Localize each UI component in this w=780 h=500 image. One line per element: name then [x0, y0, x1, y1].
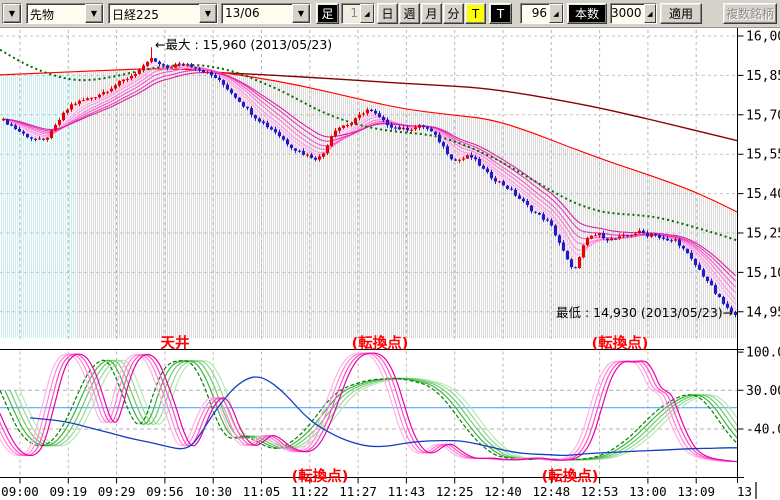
- x-axis-label: 11:22: [291, 484, 329, 499]
- y-axis-label: 15,400: [746, 187, 780, 202]
- oscillator-axis-label: 100.00: [746, 346, 780, 361]
- x-axis-label: 13: [737, 484, 752, 499]
- y-axis-label: 15,250: [746, 227, 780, 242]
- contract-month-combobox[interactable]: 13/06 ▼: [221, 3, 311, 24]
- period-day-button[interactable]: 日: [377, 3, 398, 24]
- bar-count-value: 3000: [611, 6, 642, 20]
- period-month-button[interactable]: 月: [421, 3, 442, 24]
- x-axis-label: 09:19: [49, 484, 87, 499]
- x-axis-label: 09:00: [1, 484, 39, 499]
- tick-count-value: 96: [531, 6, 547, 20]
- contract-month-value: 13/06: [225, 6, 260, 20]
- main-panel: [0, 30, 737, 339]
- x-axis-label: 13:00: [629, 484, 667, 499]
- bar-count-stepper[interactable]: 3000 ◢: [610, 3, 657, 24]
- x-axis-label: 12:25: [436, 484, 474, 499]
- turning-point-annotation: (転換点): [592, 334, 649, 352]
- x-axis-label: 13:09: [677, 484, 715, 499]
- x-axis-label: 11:05: [243, 484, 281, 499]
- x-axis-label: 12:53: [581, 484, 619, 499]
- chevron-down-icon[interactable]: ▼: [199, 4, 217, 23]
- blank-combobox[interactable]: ▼: [2, 3, 22, 24]
- x-axis-label: 09:56: [146, 484, 184, 499]
- spinner-icon[interactable]: ◢: [549, 4, 563, 23]
- x-axis-label: 12:40: [484, 484, 522, 499]
- ashi-button[interactable]: 足: [316, 3, 339, 24]
- oscillator-axis-label: 30.00: [746, 384, 780, 399]
- instrument-value: 日経225: [112, 8, 159, 22]
- x-axis-label: 11:43: [388, 484, 426, 499]
- instrument-type-combobox[interactable]: 先物 ▼: [26, 3, 104, 24]
- multi-symbol-button: 複数銘柄: [723, 3, 777, 24]
- chevron-down-icon[interactable]: ▼: [85, 4, 103, 23]
- x-axis-label: 12:48: [532, 484, 570, 499]
- tick-count-stepper[interactable]: 96 ◢: [520, 3, 564, 24]
- axes: 16,000 15,850 15,700 15,550 15,400 15,250 15,1…: [0, 28, 780, 499]
- interval-value: 1: [350, 6, 358, 20]
- candlesticks: [2, 47, 737, 318]
- period-tick-button-active[interactable]: T: [465, 3, 486, 24]
- turning-point-annotation: (転換点): [352, 334, 409, 352]
- bar-count-label-button[interactable]: 本数: [567, 3, 607, 24]
- oscillator-axis-label: -40.00: [746, 423, 780, 438]
- apply-button[interactable]: 適用: [660, 3, 702, 24]
- y-axis-label: 15,100: [746, 266, 780, 281]
- max-price-annotation: ←最大 : 15,960 (2013/05/23): [155, 37, 332, 52]
- instrument-type-value: 先物: [30, 8, 55, 22]
- instrument-combobox[interactable]: 日経225 ▼: [108, 3, 218, 24]
- x-axis-label: 09:29: [98, 484, 136, 499]
- chevron-down-icon[interactable]: ▼: [3, 4, 21, 23]
- min-price-annotation: 最低 : 14,930 (2013/05/23)→: [556, 305, 733, 320]
- ceiling-annotation: 天井: [161, 334, 190, 352]
- spinner-icon[interactable]: ◢: [360, 4, 374, 23]
- period-week-button[interactable]: 週: [399, 3, 420, 24]
- chart-generated-layers: 16,000 15,850 15,700 15,550 15,400 15,250 15,1…: [0, 28, 780, 499]
- x-axis-label: 11:27: [339, 484, 377, 499]
- y-axis-label: 14,950: [746, 305, 780, 320]
- turning-point-annotation: (転換点): [542, 467, 599, 485]
- tick-label-button[interactable]: T: [489, 3, 512, 24]
- chevron-down-icon[interactable]: ▼: [292, 4, 310, 23]
- y-axis-label: 15,850: [746, 69, 780, 84]
- spinner-icon[interactable]: ◢: [643, 4, 656, 23]
- y-axis-label: 15,700: [746, 108, 780, 123]
- period-minute-button[interactable]: 分: [443, 3, 464, 24]
- oscillator-panel: [0, 351, 737, 477]
- y-axis-label: 15,550: [746, 148, 780, 163]
- y-axis-label: 16,000: [746, 30, 780, 45]
- turning-point-annotation: (転換点): [292, 467, 349, 485]
- toolbar: ▼ 先物 ▼ 日経225 ▼ 13/06 ▼ 足 1 ◢ 日 週 月 分 T T…: [0, 0, 780, 28]
- x-axis-label: 10:30: [194, 484, 232, 499]
- interval-stepper[interactable]: 1 ◢: [341, 3, 375, 24]
